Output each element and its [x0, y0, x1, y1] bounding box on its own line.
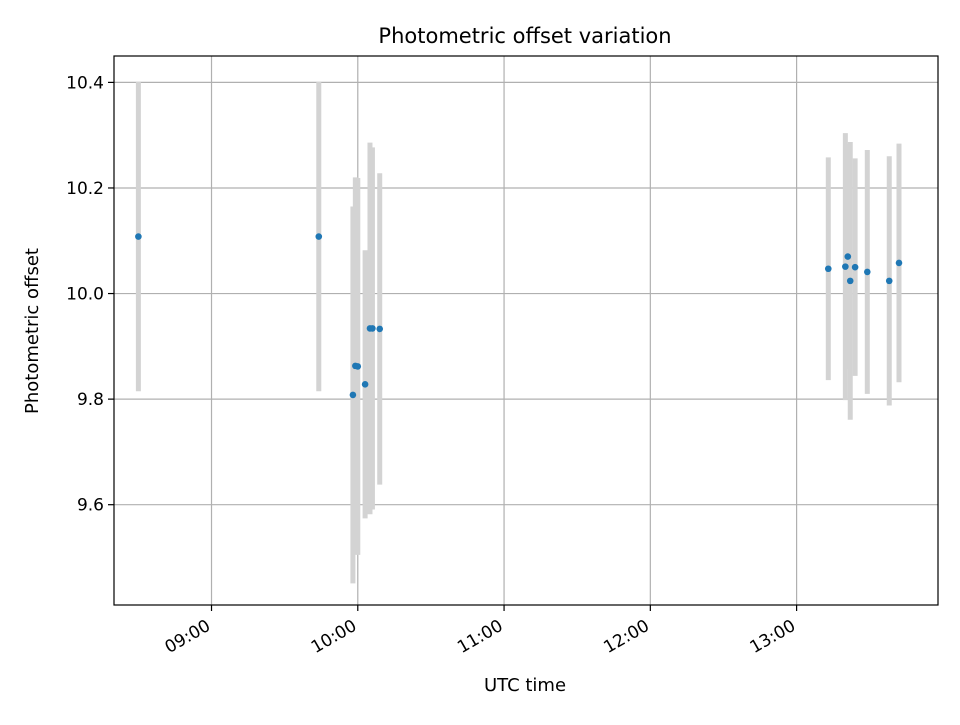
data-point [842, 263, 849, 270]
chart-title: Photometric offset variation [378, 24, 671, 48]
y-axis-label: Photometric offset [22, 248, 43, 414]
data-points [135, 233, 903, 399]
x-axis-label: UTC time [484, 675, 566, 696]
data-point [354, 363, 362, 370]
data-point [361, 381, 369, 388]
data-point [349, 391, 357, 399]
data-point [135, 233, 142, 240]
data-point [376, 325, 384, 333]
data-point [846, 277, 854, 285]
data-point [824, 265, 832, 273]
y-tick-label: 9.8 [77, 390, 104, 410]
data-point [895, 259, 903, 267]
data-point [864, 268, 871, 276]
y-tick-label: 10.2 [66, 179, 104, 199]
data-point [851, 263, 859, 271]
data-point [885, 277, 893, 285]
y-tick-label: 9.6 [77, 496, 104, 516]
y-tick-label: 10.0 [66, 285, 104, 305]
grid [114, 56, 938, 605]
data-point [369, 325, 376, 332]
y-tick-label: 10.4 [66, 73, 104, 93]
data-point [844, 253, 852, 260]
plot-frame [113, 55, 939, 606]
data-point [315, 233, 323, 240]
